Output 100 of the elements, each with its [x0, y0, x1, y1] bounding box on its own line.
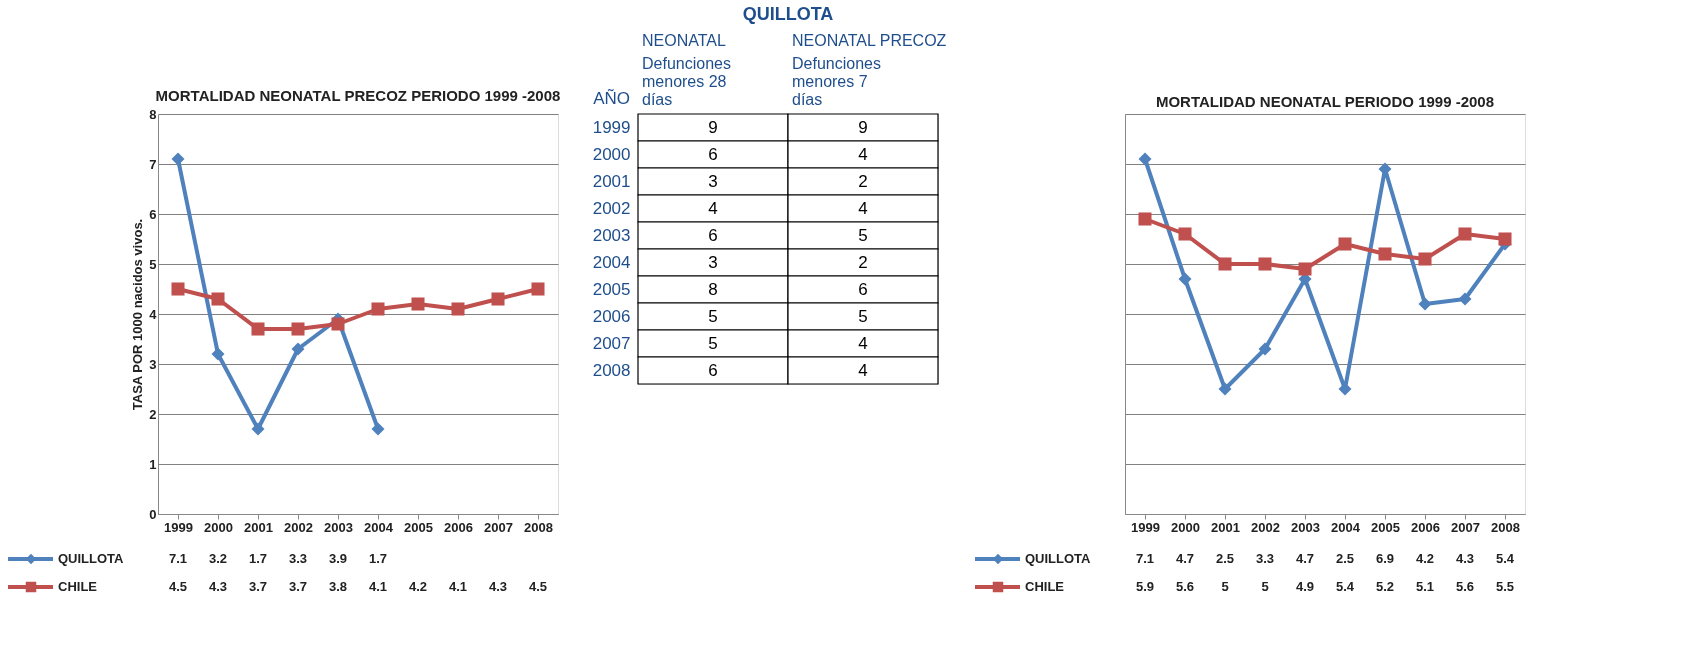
point — [251, 322, 265, 336]
point — [491, 292, 505, 306]
data-label: 5.1 — [1415, 579, 1435, 594]
data-label: 3 — [708, 252, 718, 272]
data-label: 2.5 — [1335, 551, 1355, 566]
x-tick-label: NEONATAL — [642, 31, 726, 49]
point — [1418, 297, 1432, 311]
x-tick-label: NEONATAL PRECOZ — [792, 31, 947, 49]
data-label: 6 — [708, 225, 718, 245]
legend-label: QUILLOTA — [58, 551, 125, 566]
data-label: 3.7 — [288, 579, 308, 594]
data-label: 5.4 — [1335, 579, 1355, 594]
point — [411, 297, 425, 311]
x-tick-label: 2004 — [364, 519, 394, 535]
y-tick-label: 1999 — [592, 117, 631, 137]
x-tick-label: 2002 — [1251, 519, 1280, 535]
y-tick-label: 2005 — [592, 279, 631, 299]
y-tick-label: 1 — [149, 456, 157, 472]
data-label: 3.3 — [1255, 551, 1275, 566]
legend-label: QUILLOTA — [1025, 551, 1092, 566]
data-label: 4.9 — [1295, 579, 1315, 594]
point — [251, 422, 265, 436]
data-label: 2 — [858, 252, 868, 272]
data-label: 4.2 — [1415, 551, 1435, 566]
y-tick-label: 6 — [149, 206, 157, 222]
data-label: 5.4 — [1495, 551, 1515, 566]
y-tick-label: 4 — [149, 306, 158, 322]
y-tick-label: 2003 — [592, 225, 631, 245]
y-tick-label: 5 — [149, 256, 157, 272]
x-tick-label: 2007 — [1451, 519, 1480, 535]
data-label: 3.8 — [328, 579, 348, 594]
data-label: 3.2 — [208, 551, 228, 566]
point — [171, 152, 185, 166]
data-label: 5.6 — [1175, 579, 1195, 594]
point — [1458, 292, 1472, 306]
x-tick-label: 2005 — [1371, 519, 1400, 535]
point — [1178, 272, 1192, 286]
y-tick-label: 2007 — [592, 333, 631, 353]
y-tick-label: 2006 — [592, 306, 631, 326]
point — [1258, 257, 1272, 271]
y-tick-label: 2002 — [592, 198, 631, 218]
point — [1298, 262, 1312, 276]
x-tick-label: 1999 — [164, 519, 193, 535]
y-tick-label: 2 — [149, 406, 157, 422]
data-label: 3.7 — [248, 579, 268, 594]
data-label: 3 — [708, 171, 718, 191]
x-tick-label: 1999 — [1131, 519, 1160, 535]
point — [331, 317, 345, 331]
x-tick-label: 2005 — [404, 519, 433, 535]
x-tick-label: 2002 — [284, 519, 313, 535]
point — [1258, 342, 1272, 356]
data-label: 7.1 — [1135, 551, 1155, 566]
y-tick-label: 2001 — [592, 171, 631, 191]
point — [1378, 247, 1392, 261]
data-label: 4.3 — [1455, 551, 1475, 566]
data-label: 5 — [858, 306, 868, 326]
data-label: 5 — [1221, 579, 1229, 594]
y-tick-label: 0 — [149, 506, 157, 522]
data-label: 5 — [708, 306, 718, 326]
data-label: 4.3 — [488, 579, 508, 594]
data-label: 4.1 — [368, 579, 388, 594]
point — [211, 347, 225, 361]
data-label: 4.7 — [1175, 551, 1195, 566]
point — [291, 342, 305, 356]
chart-title: QUILLOTA — [742, 4, 834, 24]
text: Defunciones menores 28 días — [642, 55, 731, 108]
data-label: 2.5 — [1215, 551, 1235, 566]
data-label: 4.5 — [528, 579, 548, 594]
data-label: 6 — [708, 360, 718, 380]
data-label: 3.3 — [288, 551, 308, 566]
point — [1178, 227, 1192, 241]
data-label: 1.7 — [368, 551, 388, 566]
x-tick-label: 2001 — [244, 519, 273, 535]
data-label: 4 — [708, 198, 718, 218]
x-tick-label: 2003 — [1291, 519, 1320, 535]
legend-label: CHILE — [1025, 579, 1065, 594]
data-label: 5.6 — [1455, 579, 1475, 594]
data-label: 5.5 — [1495, 579, 1515, 594]
data-label: 5.9 — [1135, 579, 1155, 594]
chart-title: MORTALIDAD NEONATAL PERIODO 1999 -2008 — [1155, 93, 1495, 110]
point — [1338, 237, 1352, 251]
point — [371, 422, 385, 436]
x-tick-label: 2008 — [524, 519, 553, 535]
data-label: 4 — [858, 144, 868, 164]
data-label: 9 — [708, 117, 718, 137]
point — [211, 292, 225, 306]
point — [371, 302, 385, 316]
y-tick-label: 7 — [149, 156, 157, 172]
y-tick-label: 2004 — [592, 252, 631, 272]
data-label: 2 — [858, 171, 868, 191]
chart-title: MORTALIDAD NEONATAL PRECOZ PERIODO 1999 -2008 — [155, 87, 561, 104]
x-tick-label: 2007 — [484, 519, 513, 535]
point — [1138, 152, 1152, 166]
point — [1138, 212, 1152, 226]
y-tick-label: 2008 — [592, 360, 631, 380]
data-label: 4.3 — [208, 579, 228, 594]
data-label: 9 — [858, 117, 868, 137]
data-label: 5 — [1261, 579, 1269, 594]
x-tick-label: 2003 — [324, 519, 353, 535]
data-label: 3.9 — [328, 551, 348, 566]
